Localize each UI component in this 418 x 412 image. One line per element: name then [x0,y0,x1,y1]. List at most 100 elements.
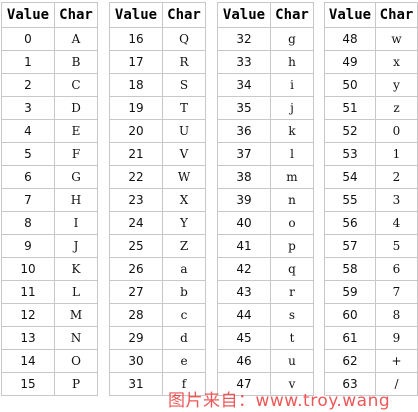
table-row: 44 s [217,303,314,327]
value-cell: 29 [109,326,163,350]
char-cell: Z [162,234,206,258]
char-cell: E [54,119,98,143]
table-row: 27 b [109,280,206,304]
value-header: Value [1,2,55,28]
value-cell: 61 [324,326,376,350]
value-cell: 51 [324,96,376,120]
table-row: 21 V [109,142,206,166]
value-cell: 40 [217,211,271,235]
char-cell: N [54,326,98,350]
char-cell: 7 [375,280,418,304]
value-cell: 31 [109,372,163,396]
char-cell: X [162,188,206,212]
table-row: 16 Q [109,27,206,51]
value-cell: 38 [217,165,271,189]
char-cell: q [270,257,314,281]
value-cell: 36 [217,119,271,143]
char-cell: r [270,280,314,304]
value-cell: 3 [1,96,55,120]
table-row: 57 5 [324,234,418,258]
table-row: 52 0 [324,119,418,143]
char-cell: s [270,303,314,327]
value-cell: 26 [109,257,163,281]
char-cell: F [54,142,98,166]
char-cell: 1 [375,142,418,166]
table-row: 25 Z [109,234,206,258]
char-cell: D [54,96,98,120]
value-cell: 54 [324,165,376,189]
table-row: 39 n [217,188,314,212]
value-cell: 10 [1,257,55,281]
value-cell: 43 [217,280,271,304]
char-cell: G [54,165,98,189]
value-cell: 39 [217,188,271,212]
value-cell: 41 [217,234,271,258]
value-cell: 45 [217,326,271,350]
table-row: 55 3 [324,188,418,212]
table-row: 12 M [1,303,98,327]
value-cell: 44 [217,303,271,327]
char-header: Char [375,2,418,28]
table-row: 14 O [1,349,98,373]
char-cell: a [162,257,206,281]
table-row: 30 e [109,349,206,373]
char-cell: 0 [375,119,418,143]
char-cell: u [270,349,314,373]
base64-table-2: Value Char 16 Q 17 R 18 S 19 T 20 U 21 V 22 W 23 X 24 Y 25… [109,2,206,396]
value-cell: 0 [1,27,55,51]
value-cell: 33 [217,50,271,74]
value-cell: 58 [324,257,376,281]
char-cell: C [54,73,98,97]
table-row: 56 4 [324,211,418,235]
base64-table-3: Value Char 32 g 33 h 34 i 35 j 36 k 37 l 38 m 39 n 40 o 41… [217,2,314,396]
table-row: 35 j [217,96,314,120]
char-cell: V [162,142,206,166]
char-header: Char [54,2,98,28]
table-row: 37 l [217,142,314,166]
char-cell: m [270,165,314,189]
value-cell: 6 [1,165,55,189]
value-cell: 25 [109,234,163,258]
value-cell: 60 [324,303,376,327]
char-cell: g [270,27,314,51]
value-header: Value [109,2,163,28]
value-cell: 16 [109,27,163,51]
char-cell: P [54,372,98,396]
char-header: Char [162,2,206,28]
value-cell: 7 [1,188,55,212]
char-cell: I [54,211,98,235]
char-cell: p [270,234,314,258]
value-cell: 34 [217,73,271,97]
header-row: Value Char [324,2,418,28]
table-row: 48 w [324,27,418,51]
char-cell: 6 [375,257,418,281]
char-cell: h [270,50,314,74]
char-cell: z [375,96,418,120]
table-row: 49 x [324,50,418,74]
char-cell: w [375,27,418,51]
value-cell: 8 [1,211,55,235]
table-row: 22 W [109,165,206,189]
char-cell: 9 [375,326,418,350]
char-cell: y [375,73,418,97]
table-row: 32 g [217,27,314,51]
table-row: 43 r [217,280,314,304]
table-row: 54 2 [324,165,418,189]
value-cell: 23 [109,188,163,212]
char-cell: v [270,372,314,396]
value-cell: 56 [324,211,376,235]
char-cell: O [54,349,98,373]
value-cell: 42 [217,257,271,281]
table-row: 63/ [324,372,418,396]
value-cell: 62 [324,349,376,373]
table-row: 17 R [109,50,206,74]
table-row: 19 T [109,96,206,120]
value-cell: 53 [324,142,376,166]
table-row: 28 c [109,303,206,327]
char-cell: l [270,142,314,166]
table-row: 24 Y [109,211,206,235]
